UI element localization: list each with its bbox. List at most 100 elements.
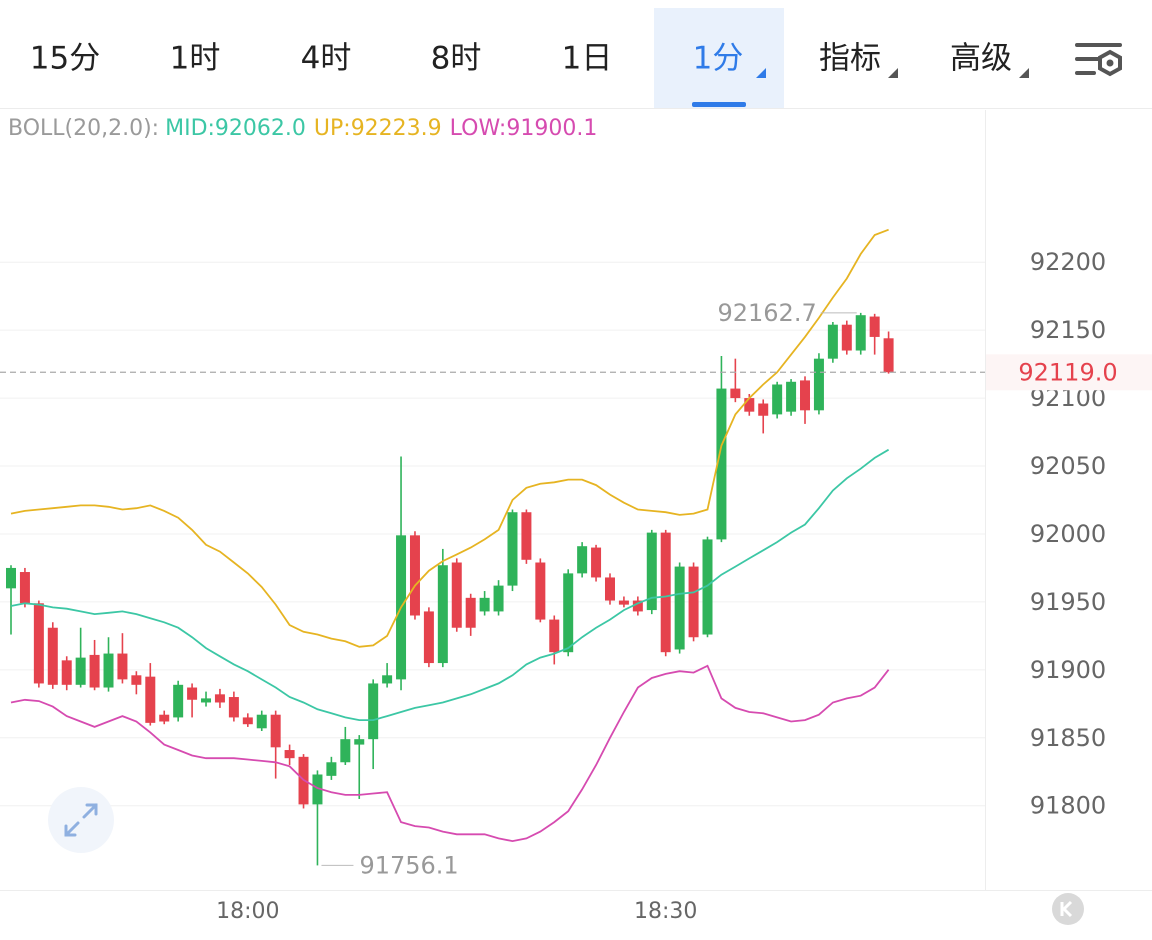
tab[interactable]: 1日 bbox=[562, 41, 613, 77]
candle-body bbox=[145, 676, 156, 723]
candle-body bbox=[33, 603, 44, 684]
candle-body bbox=[61, 660, 72, 685]
collapse-button[interactable] bbox=[1052, 893, 1084, 925]
candle-body bbox=[187, 687, 198, 700]
candle-body bbox=[535, 562, 546, 620]
arrow bbox=[82, 803, 98, 819]
y-tick-label: 91850 bbox=[1030, 724, 1106, 752]
arrow-head bbox=[64, 824, 77, 837]
candle-body bbox=[340, 739, 351, 763]
candle-body bbox=[214, 694, 225, 703]
min-label: 91756.1 bbox=[359, 851, 458, 879]
tab[interactable]: 8时 bbox=[431, 41, 482, 77]
candle-body bbox=[521, 512, 532, 560]
candle-body bbox=[549, 619, 560, 653]
candle-body bbox=[228, 697, 239, 718]
boll-line bbox=[10, 228, 889, 648]
active-tab-bg bbox=[654, 8, 784, 108]
expand-bg bbox=[48, 787, 114, 853]
y-tick-label: 91900 bbox=[1030, 656, 1106, 684]
dropdown-marker bbox=[888, 68, 898, 78]
tab[interactable]: 1分 bbox=[693, 41, 744, 77]
boll-line bbox=[10, 664, 890, 843]
candle-body bbox=[869, 316, 880, 337]
candle-body bbox=[883, 338, 894, 373]
max-label: 92162.7 bbox=[717, 299, 816, 327]
candle-body bbox=[159, 714, 170, 722]
candle-body bbox=[716, 388, 727, 540]
candle-body bbox=[89, 654, 100, 688]
candle-body bbox=[423, 611, 434, 664]
last-price-label: 92119.0 bbox=[1018, 358, 1117, 386]
tab-bar bbox=[0, 0, 1152, 108]
boll-legend: BOLL(20,2.0): MID:92062.0 UP:92223.9 LOW:91… bbox=[8, 116, 597, 141]
candle-body bbox=[660, 532, 671, 653]
candle-body bbox=[312, 774, 323, 805]
candle-body bbox=[591, 547, 602, 578]
candle-body bbox=[6, 567, 16, 589]
candle-body bbox=[47, 627, 58, 685]
candle-body bbox=[75, 657, 86, 685]
icon-dot bbox=[1106, 59, 1114, 67]
legend-title: BOLL(20,2.0): bbox=[8, 116, 159, 141]
candle-body bbox=[827, 324, 838, 359]
candle-body bbox=[326, 762, 337, 776]
candle-body bbox=[284, 750, 295, 759]
candle-body bbox=[604, 577, 615, 601]
tab[interactable]: 指标 bbox=[819, 41, 881, 77]
candle-body bbox=[256, 714, 267, 729]
candle-body bbox=[688, 566, 699, 638]
arrow-head bbox=[85, 803, 98, 816]
icon-hexagon bbox=[1098, 49, 1122, 77]
tab[interactable]: 高级 bbox=[950, 41, 1012, 77]
x-tick-label: 18:30 bbox=[634, 899, 697, 924]
candle-body bbox=[800, 380, 811, 411]
candle-body bbox=[646, 532, 657, 611]
candle-body bbox=[382, 675, 393, 684]
last-price-tag bbox=[986, 354, 1152, 391]
y-tick-label: 92200 bbox=[1030, 248, 1106, 276]
legend-entry: UP:92223.9 bbox=[314, 116, 442, 141]
candle-body bbox=[173, 684, 184, 718]
expand-arrows bbox=[64, 803, 98, 837]
candle-body bbox=[758, 403, 769, 416]
arrow bbox=[64, 821, 80, 837]
candle-body bbox=[354, 739, 365, 745]
candle-body bbox=[855, 315, 866, 351]
candle-body bbox=[618, 600, 629, 605]
candle-body bbox=[772, 384, 783, 415]
grid bbox=[0, 261, 985, 807]
candle-body bbox=[242, 717, 253, 725]
candle-body bbox=[674, 566, 685, 650]
candle-body bbox=[632, 600, 643, 612]
tab[interactable]: 4时 bbox=[301, 41, 352, 77]
candle-body bbox=[744, 398, 755, 412]
candle-body bbox=[270, 714, 281, 748]
y-tick-label: 92150 bbox=[1030, 316, 1106, 344]
y-tick-label: 92000 bbox=[1030, 520, 1106, 548]
dropdown-marker bbox=[1019, 68, 1029, 78]
candle-body bbox=[563, 573, 574, 653]
candle-body bbox=[465, 597, 476, 628]
candle-body bbox=[103, 653, 114, 688]
expand-button[interactable] bbox=[48, 787, 114, 853]
candle-body bbox=[479, 597, 490, 612]
candle-body bbox=[451, 562, 462, 628]
legend-entry: MID:92062.0 bbox=[165, 116, 306, 141]
collapse-bg bbox=[1052, 893, 1084, 925]
tab[interactable]: 15分 bbox=[30, 41, 100, 77]
tab[interactable]: 1时 bbox=[170, 41, 221, 77]
candle-body bbox=[368, 683, 379, 740]
y-tick-label: 92050 bbox=[1030, 452, 1106, 480]
y-tick-label: 91800 bbox=[1030, 792, 1106, 820]
candle-body bbox=[117, 653, 128, 680]
plot-area: 92162.7 91756.1 bbox=[0, 228, 985, 879]
candle-body bbox=[841, 324, 852, 351]
candle-body bbox=[786, 381, 797, 412]
candle-body bbox=[507, 512, 518, 586]
tabs: 15分 1时 4时 8时 1日 1分 指标 高级 bbox=[30, 8, 1029, 108]
settings-icon[interactable] bbox=[1075, 43, 1122, 77]
candle-body bbox=[437, 565, 448, 664]
candle-body bbox=[409, 535, 420, 616]
